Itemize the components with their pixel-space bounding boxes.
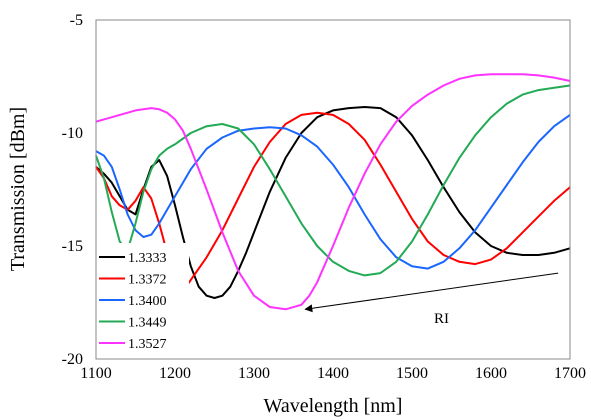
ri-label: RI xyxy=(434,311,449,327)
x-tick-label: 1700 xyxy=(554,365,586,382)
x-tick-labels: 1100 1200 1300 1400 1500 1600 1700 xyxy=(80,365,586,382)
series-line-1.3372 xyxy=(95,111,571,293)
y-tick-labels: -5 -10 -15 -20 xyxy=(62,12,83,368)
x-tick-label: 1200 xyxy=(159,365,191,382)
legend-label: 1.3449 xyxy=(128,316,167,331)
y-tick-label: -5 xyxy=(70,12,83,29)
x-tick-label: 1400 xyxy=(317,365,349,382)
plot-frame xyxy=(95,19,571,360)
series-line-1.3527 xyxy=(95,73,571,311)
x-tick-label: 1300 xyxy=(238,365,270,382)
series-line-1.3449 xyxy=(95,84,571,277)
x-tick-label: 1600 xyxy=(475,365,507,382)
x-tick-label: 1500 xyxy=(396,365,428,382)
y-tick-label: -10 xyxy=(62,125,83,142)
legend-label: 1.3527 xyxy=(128,337,167,352)
x-axis-label: Wavelength [nm] xyxy=(264,395,403,417)
y-axis-label: Transmission [dBm] xyxy=(7,107,29,271)
ri-annotation: RI xyxy=(304,272,559,327)
series-group xyxy=(95,73,571,311)
legend: 1.3333 1.3372 1.3400 1.3449 1.3527 xyxy=(97,243,189,358)
ri-arrow xyxy=(304,272,559,313)
legend-label: 1.3372 xyxy=(128,273,167,288)
y-tick-label: -15 xyxy=(62,238,83,255)
y-tick-label: -20 xyxy=(62,351,83,368)
legend-label: 1.3333 xyxy=(128,251,167,266)
series-line-1.3400 xyxy=(95,114,571,270)
x-tick-label: 1100 xyxy=(80,365,111,382)
legend-label: 1.3400 xyxy=(128,294,167,309)
